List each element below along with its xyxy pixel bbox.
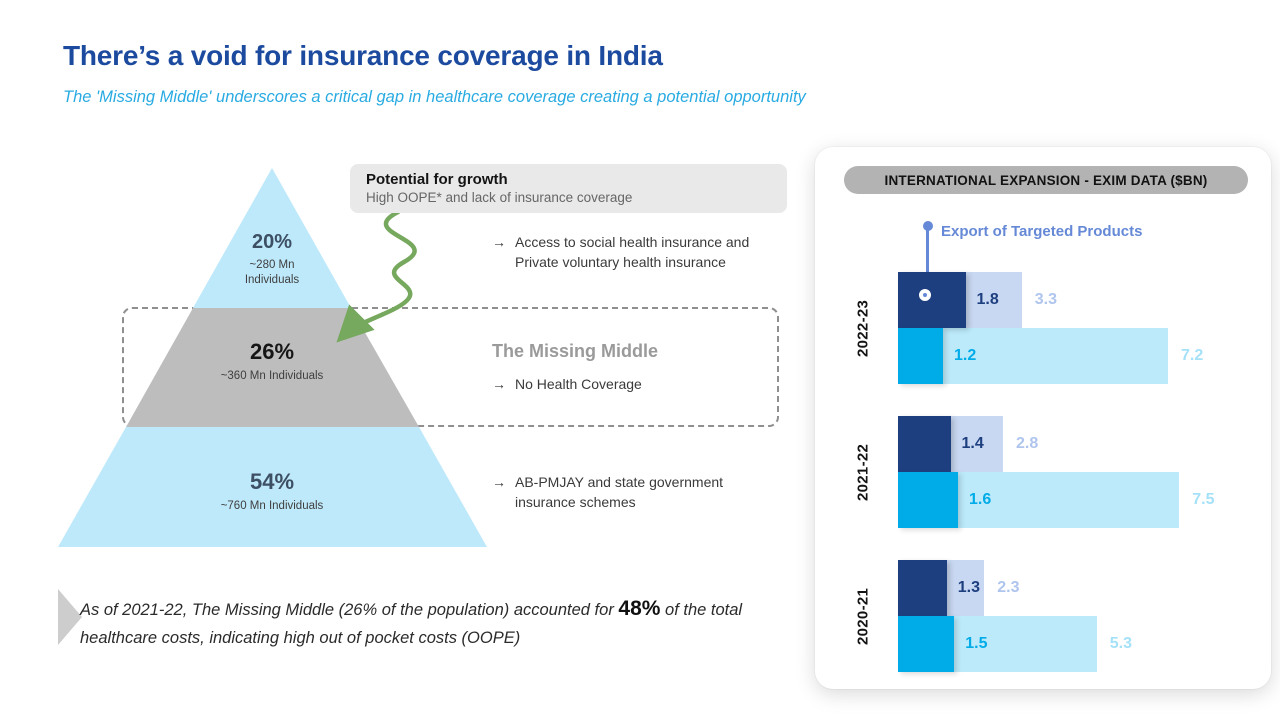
inner-bar: [898, 616, 955, 672]
chart-group-2022-23: 2022-23 1.8 3.3 1.2 7.2: [843, 272, 1263, 384]
inner-bar: [898, 328, 943, 384]
bullet-no-coverage-text: No Health Coverage: [515, 376, 642, 392]
inner-bar: [898, 272, 966, 328]
bullet-social-insurance-text: Access to social health insurance and Pr…: [515, 234, 750, 271]
pyramid-label-middle: 26% ~360 Mn Individuals: [172, 339, 372, 384]
chart-annotation: Export of Targeted Products: [941, 223, 1143, 240]
arrow-icon: →: [492, 376, 506, 392]
inner-bar-value: 1.4: [961, 435, 984, 452]
chart-group-2021-22: 2021-22 1.4 2.8 1.6 7.5: [843, 416, 1263, 528]
callout-subtitle: High OOPE* and lack of insurance coverag…: [366, 190, 633, 205]
footnote-pre: As of 2021-22, The Missing Middle (26% o…: [80, 601, 619, 619]
bar-row-navy: 1.4 2.8: [898, 416, 1263, 472]
bar-row-navy: 1.3 2.3: [898, 560, 1263, 616]
potential-growth-callout: Potential for growth High OOPE* and lack…: [350, 164, 787, 213]
bullet-no-coverage: → No Health Coverage: [492, 374, 762, 394]
bars-container: 1.4 2.8 1.6 7.5: [898, 416, 1263, 528]
missing-middle-dashed-box: [122, 307, 779, 427]
bars-container: 1.3 2.3 1.5 5.3: [898, 560, 1263, 672]
outer-bar-value: 3.3: [1034, 291, 1057, 308]
pyramid-label-bottom: 54% ~760 Mn Individuals: [172, 469, 372, 514]
footnote-post: of the total healthcare costs, indicatin…: [80, 601, 743, 647]
outer-bar-value: 7.2: [1181, 347, 1204, 364]
annotation-dot-icon: [923, 221, 933, 231]
outer-bar-value: 7.5: [1192, 491, 1215, 508]
pyramid-bottom-sublabel: ~760 Mn Individuals: [220, 500, 324, 512]
pyramid-top-sublabel: ~280 Mn Individuals: [244, 259, 300, 286]
outer-bar: [898, 328, 1168, 384]
exim-chart-card: INTERNATIONAL EXPANSION - EXIM DATA ($BN…: [815, 147, 1271, 689]
callout-title: Potential for growth: [366, 171, 508, 188]
inner-bar: [898, 472, 958, 528]
inner-bar-value: 1.8: [976, 291, 999, 308]
year-label: 2022-23: [854, 299, 872, 357]
inner-bar-value: 1.5: [965, 635, 988, 652]
bar-row-cyan: 1.2 7.2: [898, 328, 1263, 384]
year-label: 2021-22: [854, 443, 872, 501]
inner-bar: [898, 416, 951, 472]
footnote-pointer-icon: [58, 589, 82, 645]
pyramid-middle-percent: 26%: [249, 339, 295, 364]
outer-bar-value: 2.8: [1016, 435, 1039, 452]
arrow-icon: →: [492, 474, 506, 490]
outer-bar-value: 2.3: [997, 579, 1020, 596]
footnote-highlight: 48%: [618, 597, 661, 620]
pyramid-top-percent: 20%: [251, 231, 293, 253]
chart-group-2020-21: 2020-21 1.3 2.3 1.5 5.3: [843, 560, 1263, 672]
pyramid-bottom-percent: 54%: [249, 469, 295, 494]
missing-middle-heading: The Missing Middle: [492, 341, 659, 361]
bar-row-cyan: 1.5 5.3: [898, 616, 1263, 672]
bar-row-navy: 1.8 3.3: [898, 272, 1263, 328]
page-title: There’s a void for insurance coverage in…: [63, 40, 663, 71]
bars-container: 1.8 3.3 1.2 7.2: [898, 272, 1263, 384]
inner-bar-value: 1.6: [969, 491, 992, 508]
annotation-line: [926, 229, 929, 298]
outer-bar-value: 5.3: [1109, 635, 1132, 652]
page-subtitle: The 'Missing Middle' underscores a criti…: [63, 88, 806, 106]
bullet-social-insurance: → Access to social health insurance and …: [492, 232, 750, 273]
inner-bar-value: 1.3: [957, 579, 980, 596]
pyramid-label-top: 20% ~280 Mn Individuals: [172, 231, 372, 288]
bullet-ab-pmjay-text: AB-PMJAY and state government insurance …: [515, 474, 724, 511]
chart-title-pill: INTERNATIONAL EXPANSION - EXIM DATA ($BN…: [844, 166, 1248, 194]
arrow-icon: →: [492, 234, 506, 250]
inner-bar: [898, 560, 947, 616]
year-label: 2020-21: [854, 587, 872, 645]
pyramid-middle-sublabel: ~360 Mn Individuals: [220, 370, 324, 382]
annotation-circle-marker-icon: [919, 289, 931, 301]
bullet-ab-pmjay: → AB-PMJAY and state government insuranc…: [492, 472, 768, 513]
bar-row-cyan: 1.6 7.5: [898, 472, 1263, 528]
footnote: As of 2021-22, The Missing Middle (26% o…: [80, 593, 760, 651]
inner-bar-value: 1.2: [954, 347, 977, 364]
